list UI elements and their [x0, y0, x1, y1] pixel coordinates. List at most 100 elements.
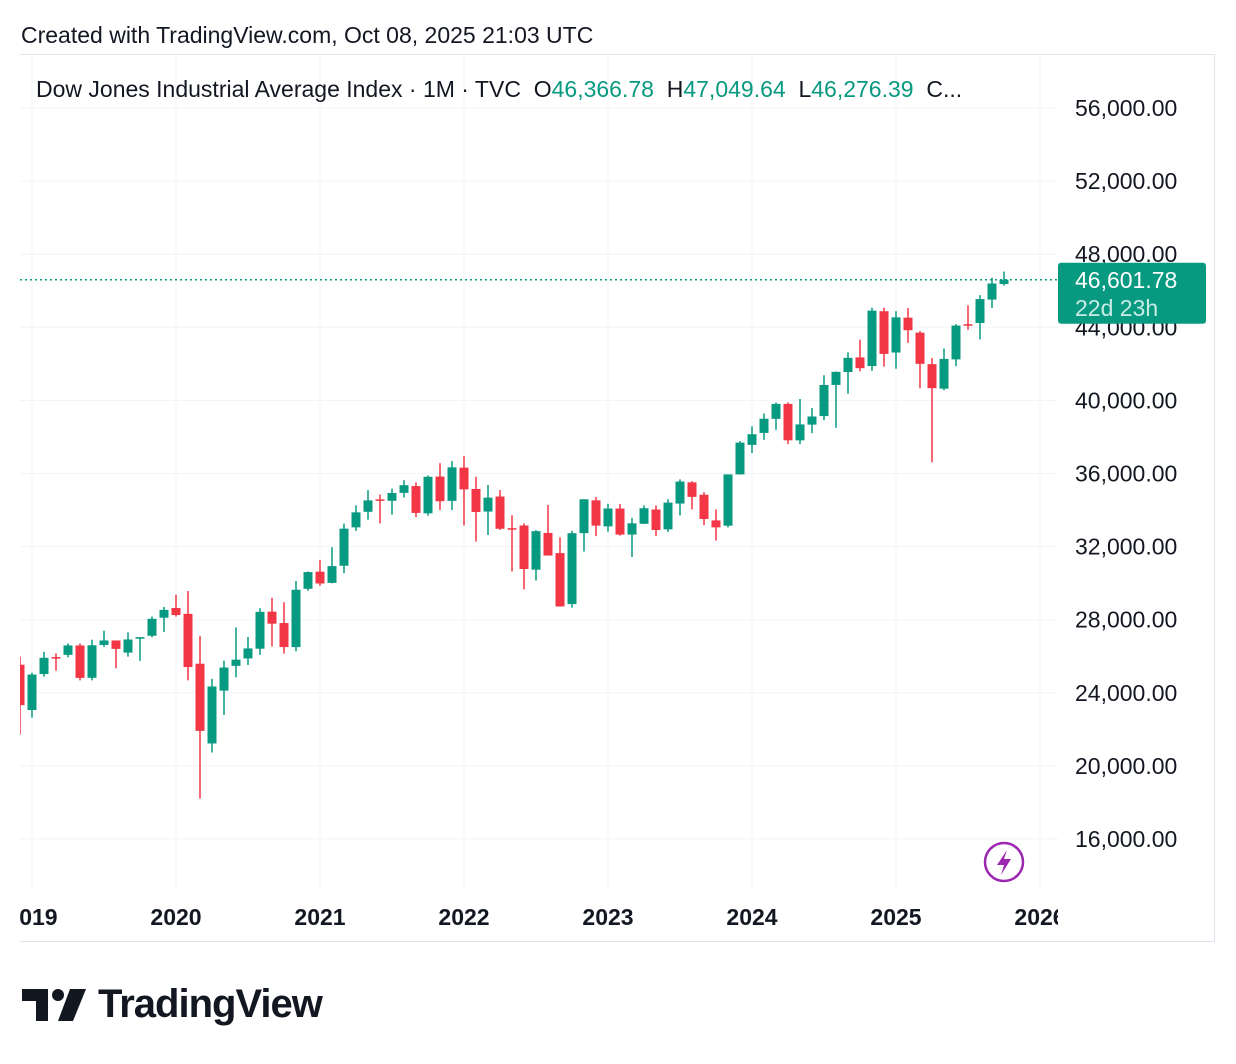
candle-2020-09[interactable]: [267, 597, 277, 647]
candle-body: [831, 371, 841, 385]
candle-2023-12[interactable]: [735, 441, 745, 475]
candle-2024-01[interactable]: [747, 426, 757, 453]
candle-body: [20, 664, 25, 706]
candle-body: [675, 481, 685, 504]
candle-2025-09[interactable]: [987, 277, 997, 308]
candle-2025-10[interactable]: [999, 271, 1009, 286]
candle-2022-05[interactable]: [507, 515, 517, 572]
candle-2020-06[interactable]: [231, 627, 241, 678]
candle-2025-01[interactable]: [891, 311, 901, 369]
candle-2024-11[interactable]: [867, 307, 877, 371]
high-value: 47,049.64: [683, 76, 786, 102]
candle-body: [579, 499, 589, 534]
candle-2019-08[interactable]: [111, 640, 121, 669]
candle-2021-08[interactable]: [399, 480, 409, 498]
candle-2020-01[interactable]: [171, 594, 181, 617]
candle-2022-11[interactable]: [579, 499, 589, 552]
candle-2025-03[interactable]: [915, 331, 925, 389]
candle-2022-01[interactable]: [459, 456, 469, 526]
candle-2021-07[interactable]: [387, 488, 397, 515]
candle-2020-07[interactable]: [243, 636, 253, 665]
candle-2019-04[interactable]: [63, 643, 73, 658]
candle-2020-11[interactable]: [291, 581, 301, 652]
symbol-name[interactable]: Dow Jones Industrial Average Index · 1M …: [36, 76, 521, 102]
candle-2021-11[interactable]: [435, 463, 445, 510]
candle-2023-03[interactable]: [627, 517, 637, 558]
candlestick-chart[interactable]: 16,000.00 20,000.00 24,000.00 28,000.00 32,0…: [0, 0, 1236, 960]
candle-2025-08[interactable]: [975, 295, 985, 340]
x-tick-label: 2026: [1014, 904, 1065, 930]
candle-2019-06[interactable]: [87, 639, 97, 681]
candle-2019-11[interactable]: [147, 616, 157, 638]
candle-2024-07[interactable]: [819, 375, 829, 421]
candle-body: [471, 488, 481, 513]
candle-2022-07[interactable]: [531, 530, 541, 581]
lightning-icon[interactable]: [983, 841, 1025, 883]
candle-body: [867, 310, 877, 367]
candle-2019-07[interactable]: [99, 630, 109, 647]
candle-2024-10[interactable]: [855, 339, 865, 372]
candle-2025-05[interactable]: [939, 348, 949, 391]
candle-2019-12[interactable]: [159, 606, 169, 633]
candle-2021-10[interactable]: [423, 475, 433, 516]
candle-2025-04[interactable]: [927, 358, 937, 463]
candle-2024-04[interactable]: [783, 402, 793, 445]
candle-2023-06[interactable]: [663, 499, 673, 532]
candle-2023-01[interactable]: [603, 503, 613, 532]
candle-2023-04[interactable]: [639, 505, 649, 525]
candle-2021-04[interactable]: [351, 505, 361, 531]
candle-body: [459, 467, 469, 490]
candle-2023-05[interactable]: [651, 505, 661, 536]
candle-2019-02[interactable]: [39, 651, 49, 677]
candle-2021-05[interactable]: [363, 490, 373, 520]
candle-2021-12[interactable]: [447, 461, 457, 510]
candle-2020-04[interactable]: [207, 678, 217, 753]
candle-2019-03[interactable]: [51, 653, 61, 671]
candle-2019-09[interactable]: [123, 632, 133, 657]
candle-2025-02[interactable]: [903, 308, 913, 343]
candle-body: [615, 508, 625, 535]
candle-2024-06[interactable]: [807, 408, 817, 434]
candle-2024-12[interactable]: [879, 307, 889, 367]
candle-2019-01[interactable]: [27, 672, 37, 718]
candle-2021-03[interactable]: [339, 523, 349, 574]
candle-2022-02[interactable]: [471, 476, 481, 542]
candle-2020-12[interactable]: [303, 571, 313, 591]
candles: [16, 271, 1009, 799]
candle-2022-03[interactable]: [483, 484, 493, 536]
candle-2019-10[interactable]: [135, 637, 145, 661]
candle-2024-09[interactable]: [843, 352, 853, 394]
candle-2025-06[interactable]: [951, 324, 961, 367]
candle-2022-06[interactable]: [519, 523, 529, 590]
candle-2023-07[interactable]: [675, 479, 685, 516]
y-tick-label: 56,000.00: [1075, 95, 1177, 121]
candle-2020-03[interactable]: [195, 636, 205, 799]
candle-2022-10[interactable]: [567, 530, 577, 608]
candle-2020-08[interactable]: [255, 608, 265, 655]
candle-2023-08[interactable]: [687, 481, 697, 510]
candle-2019-05[interactable]: [75, 643, 85, 681]
candle-2023-09[interactable]: [699, 492, 709, 526]
candle-2021-02[interactable]: [327, 547, 337, 584]
candle-2021-01[interactable]: [315, 559, 325, 586]
candle-2021-06[interactable]: [375, 494, 385, 524]
candle-2024-05[interactable]: [795, 398, 805, 445]
candle-2024-08[interactable]: [831, 371, 841, 428]
candle-2020-10[interactable]: [279, 602, 289, 654]
candle-2025-07[interactable]: [963, 305, 973, 330]
candle-2020-05[interactable]: [219, 660, 229, 715]
candle-2022-09[interactable]: [555, 537, 565, 607]
candle-2022-08[interactable]: [543, 504, 553, 556]
candle-body: [927, 364, 937, 389]
candle-2018-12[interactable]: [16, 656, 25, 735]
candle-2021-09[interactable]: [411, 482, 421, 518]
candle-body: [339, 528, 349, 566]
candle-2022-04[interactable]: [495, 490, 505, 530]
candle-2024-03[interactable]: [771, 402, 781, 430]
candle-2022-12[interactable]: [591, 497, 601, 537]
candle-2023-10[interactable]: [711, 509, 721, 541]
candle-2023-11[interactable]: [723, 474, 733, 528]
candle-2020-02[interactable]: [183, 591, 193, 681]
candle-2023-02[interactable]: [615, 503, 625, 536]
candle-2024-02[interactable]: [759, 413, 769, 440]
